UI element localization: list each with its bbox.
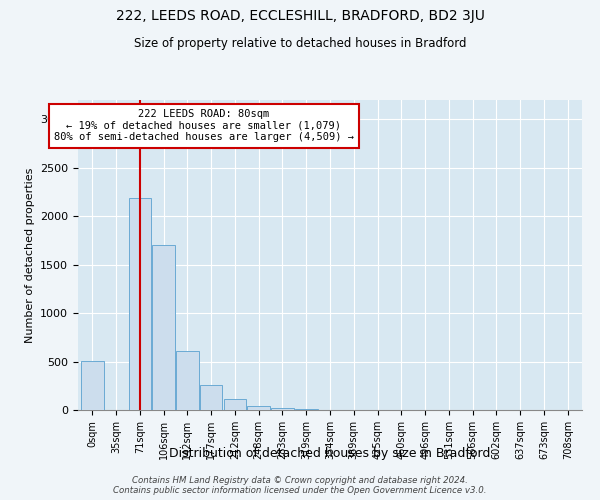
Bar <box>128 198 151 410</box>
Text: Contains HM Land Registry data © Crown copyright and database right 2024.
Contai: Contains HM Land Registry data © Crown c… <box>113 476 487 495</box>
Bar <box>81 360 104 410</box>
Bar <box>224 400 246 410</box>
Text: Size of property relative to detached houses in Bradford: Size of property relative to detached ho… <box>134 38 466 51</box>
Bar <box>152 246 175 410</box>
Bar <box>176 351 199 410</box>
Bar <box>247 406 270 410</box>
Text: 222, LEEDS ROAD, ECCLESHILL, BRADFORD, BD2 3JU: 222, LEEDS ROAD, ECCLESHILL, BRADFORD, B… <box>116 9 484 23</box>
Text: 222 LEEDS ROAD: 80sqm
← 19% of detached houses are smaller (1,079)
80% of semi-d: 222 LEEDS ROAD: 80sqm ← 19% of detached … <box>54 110 354 142</box>
Text: Distribution of detached houses by size in Bradford: Distribution of detached houses by size … <box>169 448 491 460</box>
Bar <box>295 409 317 410</box>
Bar <box>271 408 294 410</box>
Bar <box>200 386 223 410</box>
Y-axis label: Number of detached properties: Number of detached properties <box>25 168 35 342</box>
